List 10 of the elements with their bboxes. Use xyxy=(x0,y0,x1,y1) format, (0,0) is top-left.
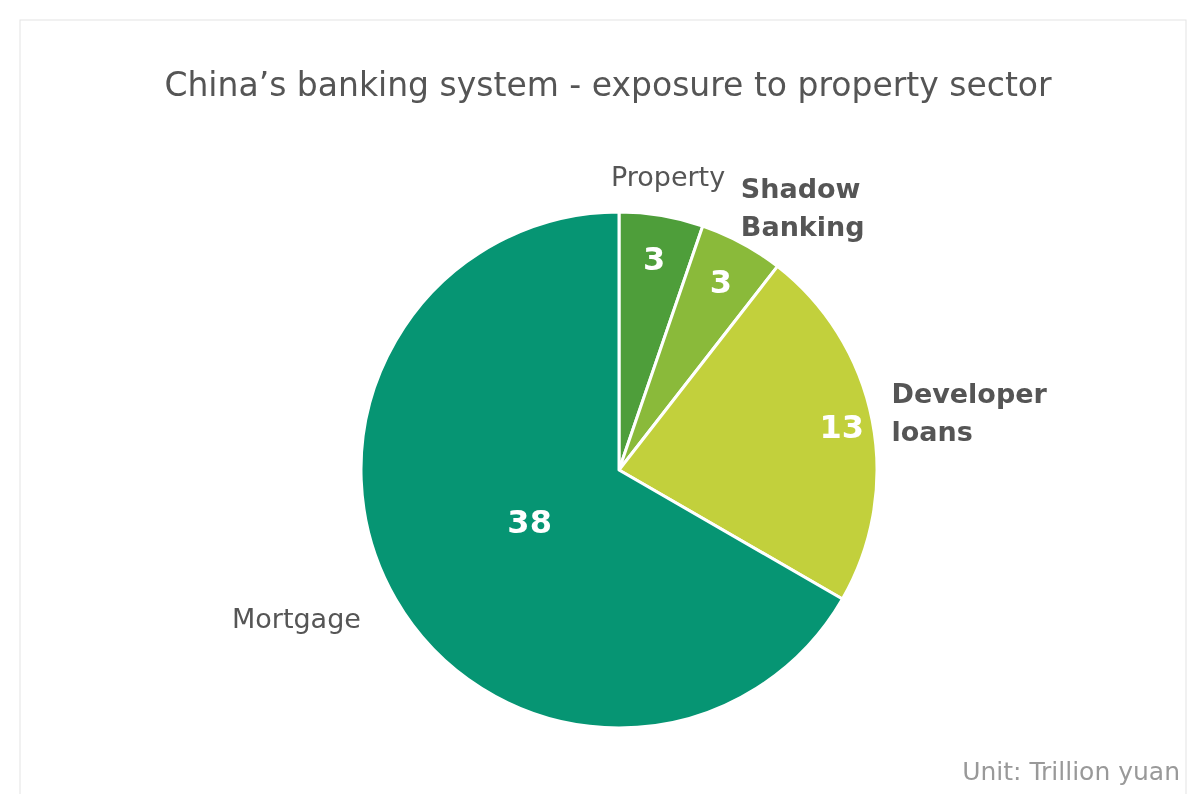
text: Unit: Trillion yuan xyxy=(962,757,1180,786)
data-label: 3 xyxy=(709,262,733,301)
data-label: 13 xyxy=(819,407,865,446)
slice-label: Property xyxy=(610,160,726,192)
slice-label: Developer loans xyxy=(891,378,1048,448)
slice-label: Mortgage xyxy=(231,603,361,635)
slice-label: Shadow Banking xyxy=(740,173,865,243)
data-label: 38 xyxy=(507,502,552,541)
chart-title: China’s banking system - exposure to property sector xyxy=(164,65,1053,104)
data-label: 3 xyxy=(643,239,666,278)
